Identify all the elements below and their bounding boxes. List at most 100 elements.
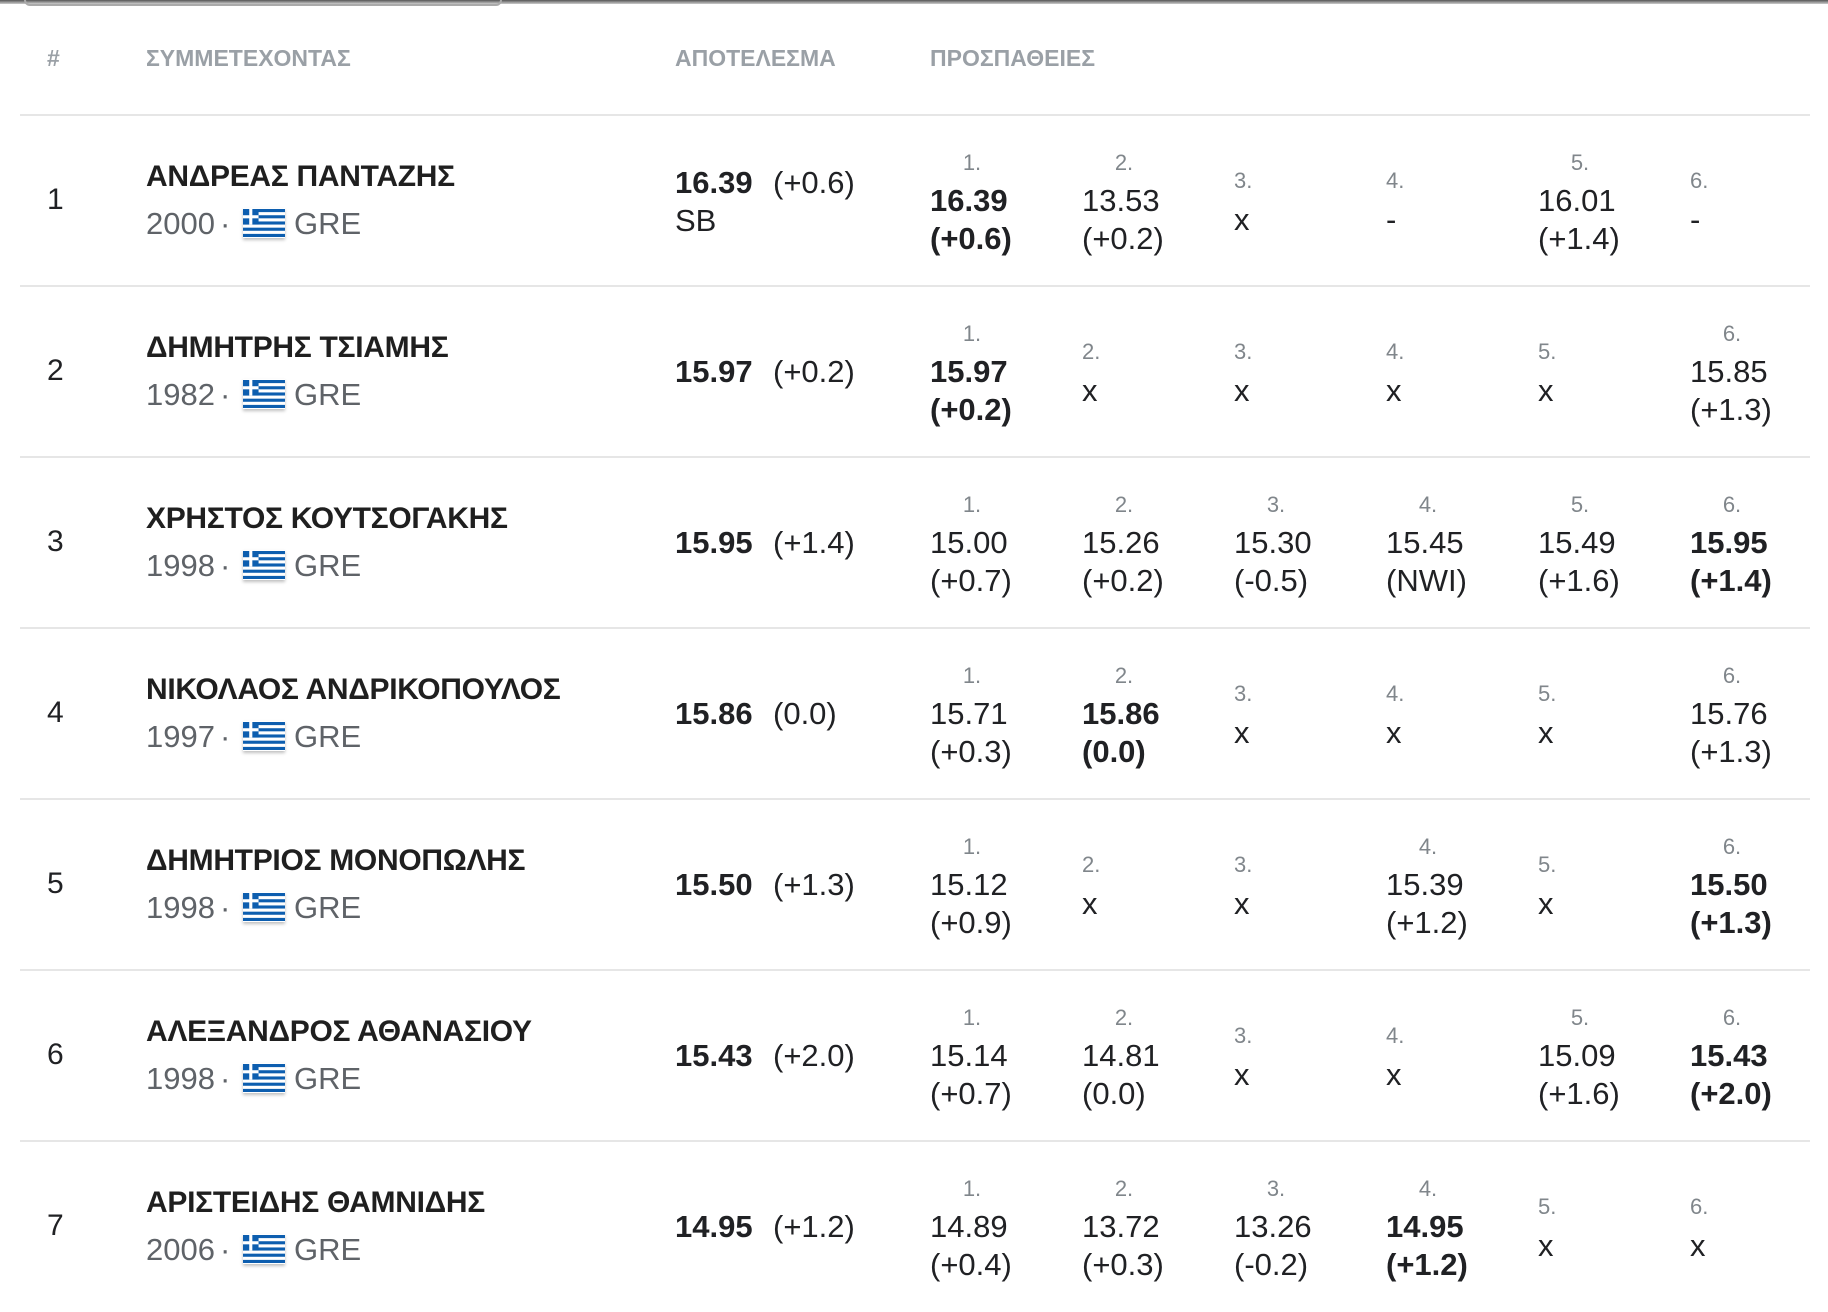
attempt-number: 6. (1722, 1004, 1742, 1030)
attempt-number: 1. (962, 1175, 982, 1201)
flag (243, 550, 285, 580)
athlete-name: ΑΛΕΞΑΝΔΡΟΣ ΑΘΑΝΑΣΙΟΥ (146, 1014, 532, 1048)
attempt-wind: (+1.4) (1538, 220, 1620, 256)
attempt-number: 5. (1570, 1004, 1590, 1030)
attempt-wind: (NWI) (1386, 562, 1467, 598)
row-divider (20, 969, 1810, 971)
flag (243, 1234, 285, 1264)
birth-year: 2000 (146, 205, 215, 241)
attempt-wind: (+0.6) (930, 220, 1012, 256)
attempt-mark: 15.86 (1082, 695, 1160, 731)
result-mark: 15.50 (675, 866, 753, 902)
attempt-wind: (+0.4) (930, 1246, 1012, 1282)
result-note: SB (675, 202, 717, 238)
athlete-name: ΝΙΚΟΛΑΟΣ ΑΝΔΡΙΚΟΠΟΥΛΟΣ (146, 672, 561, 706)
attempt-number: 3. (1266, 1175, 1286, 1201)
attempt-number: 5. (1570, 149, 1590, 175)
separator: · (220, 376, 231, 412)
attempt-mark: 13.72 (1082, 1208, 1160, 1244)
flag (243, 379, 285, 409)
attempt-wind: (+0.9) (930, 904, 1012, 940)
country: GRE (294, 1231, 362, 1267)
result-mark: 15.97 (675, 353, 753, 389)
attempt-mark: x (1386, 714, 1402, 750)
attempt-number: 6. (1690, 167, 1709, 193)
attempt-mark: x (1538, 885, 1554, 921)
attempt-wind: (+1.3) (1690, 391, 1772, 427)
row-divider (20, 798, 1810, 800)
country: GRE (294, 1060, 362, 1096)
attempt-mark: x (1234, 714, 1250, 750)
attempt-mark: 15.26 (1082, 524, 1160, 560)
country: GRE (294, 718, 362, 754)
birth-year: 1998 (146, 889, 215, 925)
attempt-mark: - (1386, 201, 1397, 237)
attempt-mark: 15.85 (1690, 353, 1768, 389)
attempt-mark: 15.12 (930, 866, 1008, 902)
result-mark: 15.86 (675, 695, 753, 731)
attempt-number: 5. (1538, 338, 1557, 364)
flag-icon (243, 892, 285, 921)
attempt-mark: x (1234, 885, 1250, 921)
separator: · (220, 1060, 231, 1096)
result-wind: (+0.2) (773, 353, 855, 389)
attempt-number: 3. (1234, 851, 1253, 877)
attempt-number: 5. (1538, 680, 1557, 706)
attempt-wind: (+0.3) (930, 733, 1012, 769)
separator: · (220, 718, 231, 754)
flag (243, 721, 285, 751)
attempt-number: 4. (1386, 680, 1405, 706)
attempt-wind: (+0.2) (930, 391, 1012, 427)
athlete-name: ΔΗΜΗΤΡΙΟΣ ΜΟΝΟΠΩΛΗΣ (146, 843, 526, 877)
attempt-mark: x (1386, 372, 1402, 408)
header-athlete: ΣΥΜΜΕΤΕΧΟΝΤΑΣ (146, 45, 351, 71)
separator: · (220, 205, 231, 241)
attempt-mark: 16.39 (930, 182, 1008, 218)
attempt-mark: 15.97 (930, 353, 1008, 389)
rank: 1 (47, 182, 64, 216)
country: GRE (294, 376, 362, 412)
rank: 2 (47, 353, 64, 387)
attempt-mark: 15.39 (1386, 866, 1464, 902)
attempt-number: 3. (1234, 167, 1253, 193)
attempt-mark: x (1234, 372, 1250, 408)
attempt-number: 2. (1114, 149, 1134, 175)
result-wind: (+1.4) (773, 524, 855, 560)
attempt-wind: (+0.3) (1082, 1246, 1164, 1282)
athlete-name: ΧΡΗΣΤΟΣ ΚΟΥΤΣΟΓΑΚΗΣ (146, 501, 508, 535)
result-wind: (+2.0) (773, 1037, 855, 1073)
attempt-mark: x (1082, 885, 1098, 921)
country: GRE (294, 889, 362, 925)
separator: · (220, 547, 231, 583)
separator: · (220, 1231, 231, 1267)
attempt-mark: x (1538, 372, 1554, 408)
attempt-wind: (+1.4) (1690, 562, 1772, 598)
attempt-wind: (+0.7) (930, 1075, 1012, 1111)
rank: 7 (47, 1208, 64, 1242)
attempt-mark: - (1690, 201, 1701, 237)
tab-outline (24, 0, 502, 6)
attempt-number: 4. (1418, 833, 1438, 859)
attempt-mark: 15.71 (930, 695, 1008, 731)
birth-year: 1997 (146, 718, 215, 754)
flag-icon (243, 1234, 285, 1263)
attempt-wind: (-0.2) (1234, 1246, 1309, 1282)
attempt-number: 1. (962, 833, 982, 859)
result-wind: (+0.6) (773, 164, 855, 200)
attempt-wind: (-0.5) (1234, 562, 1309, 598)
attempt-number: 3. (1234, 1022, 1253, 1048)
attempt-mark: 15.43 (1690, 1037, 1768, 1073)
header-divider (20, 114, 1810, 116)
attempt-mark: x (1234, 1056, 1250, 1092)
header-rank: # (47, 45, 60, 71)
attempt-mark: 16.01 (1538, 182, 1616, 218)
attempt-mark: 15.50 (1690, 866, 1768, 902)
attempt-number: 6. (1722, 320, 1742, 346)
flag-icon (243, 1063, 285, 1092)
flag (243, 208, 285, 238)
row-divider (20, 1140, 1810, 1142)
attempt-number: 2. (1114, 1004, 1134, 1030)
attempt-number: 1. (962, 149, 982, 175)
flag (243, 892, 285, 922)
